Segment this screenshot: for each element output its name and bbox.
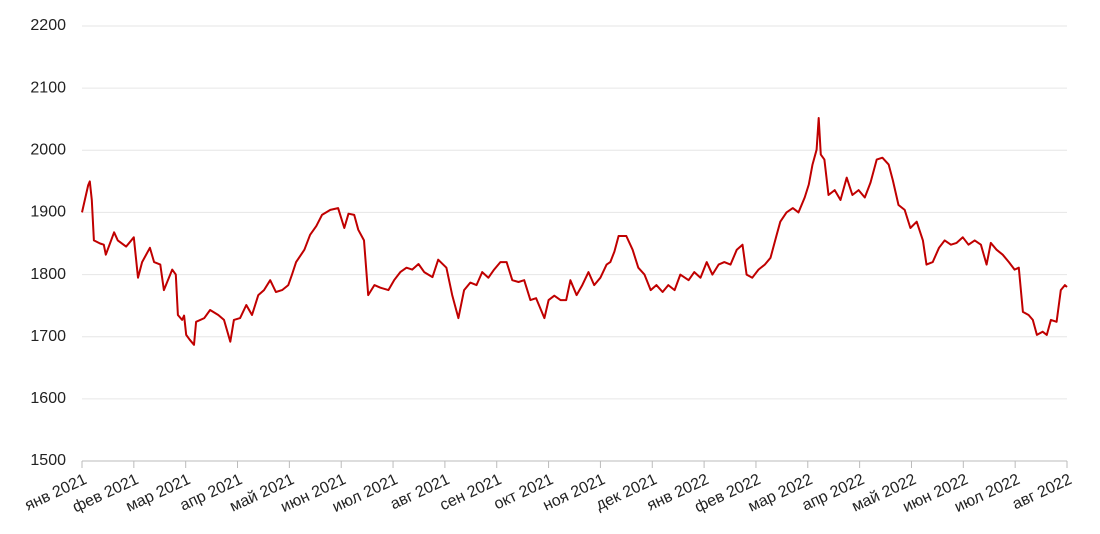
y-tick-label: 1600 [30,390,66,407]
y-tick-label: 2100 [30,79,66,96]
y-tick-label: 1500 [30,452,66,469]
x-tick-label: авг 2022 [1010,471,1075,513]
y-tick-label: 1700 [30,328,66,345]
y-tick-label: 2200 [30,17,66,34]
y-tick-label: 1900 [30,204,66,221]
price-line [81,117,1068,346]
y-tick-label: 2000 [30,142,66,159]
y-tick-label: 1800 [30,266,66,283]
